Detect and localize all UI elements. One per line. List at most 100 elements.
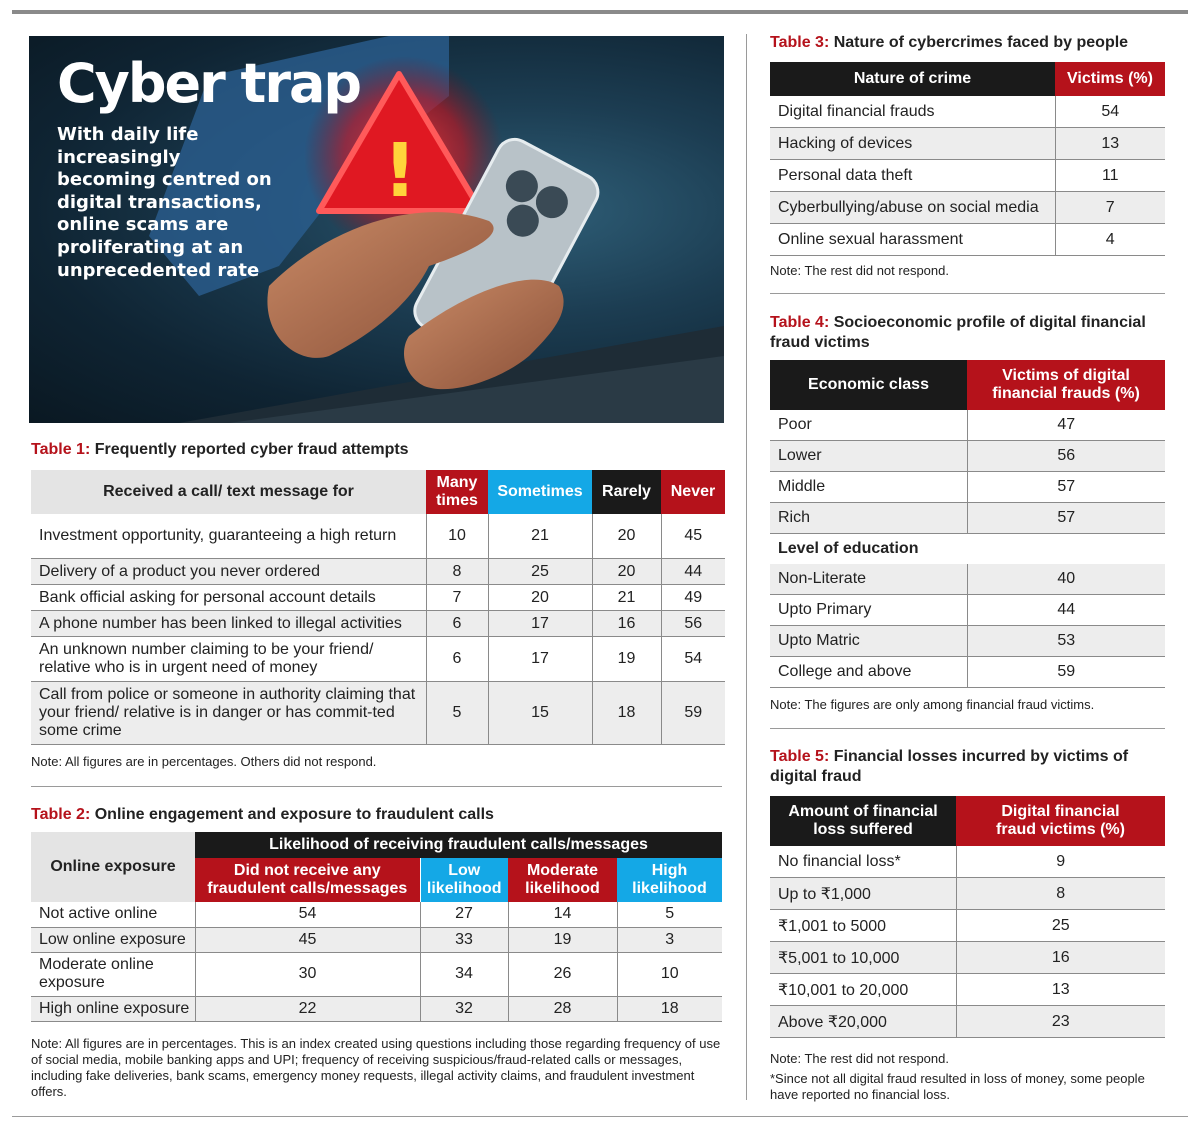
- table1-note: Note: All figures are in percentages. Ot…: [31, 754, 377, 769]
- table-cell: 18: [592, 681, 662, 745]
- table-cell: Investment opportunity, guaranteeing a h…: [31, 514, 427, 559]
- table-cell: Moderate online exposure: [31, 952, 196, 997]
- table-cell: An unknown number claiming to be your fr…: [31, 636, 427, 682]
- table-cell: Above ₹20,000: [770, 1005, 957, 1038]
- table-cell: 57: [967, 471, 1165, 503]
- table3-title: Table 3: Nature of cybercrimes faced by …: [770, 33, 1128, 53]
- table-cell: 44: [661, 558, 725, 585]
- table-cell: 16: [592, 610, 662, 637]
- title-text: Table 4:: [770, 314, 830, 331]
- column-divider: [746, 34, 747, 1100]
- table-cell: 22: [195, 996, 421, 1022]
- table-cell: Low online exposure: [31, 927, 196, 953]
- table1-header: Many times: [426, 470, 488, 514]
- table-cell: 5: [617, 902, 722, 928]
- table-row: ₹10,001 to 20,000 13: [770, 973, 1165, 1006]
- divider: [770, 293, 1165, 294]
- table-row: Hacking of devices 13: [770, 127, 1165, 160]
- table-cell: 13: [1055, 127, 1165, 160]
- table-cell: Call from police or someone in authority…: [31, 681, 427, 745]
- title-text: Table 2:: [31, 806, 91, 823]
- table-cell: 11: [1055, 159, 1165, 192]
- table-cell: Lower: [770, 440, 968, 472]
- table-row: Call from police or someone in authority…: [31, 681, 725, 745]
- table-cell: 54: [195, 902, 421, 928]
- table-cell: 8: [426, 558, 489, 585]
- title-text: Table 1:: [31, 441, 91, 458]
- table-cell: 25: [488, 558, 593, 585]
- table-cell: 30: [195, 952, 421, 997]
- table2-header: Moderate likelihood: [508, 858, 617, 902]
- table-cell: 20: [488, 584, 593, 611]
- table-cell: 59: [967, 656, 1165, 688]
- hero-subtitle-line: With daily life: [57, 124, 199, 145]
- table4-title: Table 4: Socioeconomic profile of digita…: [770, 313, 1165, 353]
- table-cell: 20: [592, 514, 662, 559]
- table-row: Not active online 54 27 14 5: [31, 902, 722, 928]
- hero-title: Cyber trap: [57, 52, 362, 115]
- table-cell: 9: [956, 846, 1165, 878]
- table-cell: 49: [661, 584, 725, 611]
- table-cell: High online exposure: [31, 996, 196, 1022]
- table-cell: 23: [956, 1005, 1165, 1038]
- table-row: Bank official asking for personal accoun…: [31, 584, 725, 611]
- table5-header: Digital financial fraud victims (%): [956, 796, 1165, 846]
- table-row: No financial loss* 9: [770, 846, 1165, 878]
- table-cell: 14: [508, 902, 618, 928]
- table-cell: 6: [426, 636, 489, 682]
- table-row: Low online exposure 45 33 19 3: [31, 927, 722, 953]
- table-cell: 26: [508, 952, 618, 997]
- table-cell: 21: [488, 514, 593, 559]
- table-cell: Level of education: [778, 540, 919, 557]
- table-cell: 45: [661, 514, 725, 559]
- table2-note: Note: All figures are in percentages. Th…: [31, 1036, 721, 1099]
- hero-subtitle-line: digital transactions,: [57, 191, 262, 213]
- divider: [31, 786, 722, 787]
- table4-header: Economic class: [770, 360, 967, 410]
- table3-note: Note: The rest did not respond.: [770, 263, 949, 278]
- table-cell: 7: [1055, 191, 1165, 224]
- table3-header: Nature of crime: [770, 62, 1055, 96]
- table-row: Digital financial frauds 54: [770, 96, 1165, 128]
- table2-title: Table 2: Online engagement and exposure …: [31, 805, 494, 825]
- table-section: Level of education: [770, 534, 1165, 565]
- table2-header: Low likelihood: [420, 858, 508, 902]
- table-cell: Upto Primary: [770, 594, 968, 626]
- table-cell: ₹1,001 to 5000: [770, 909, 957, 942]
- hero-subtitle-line: proliferating at an: [57, 236, 244, 258]
- table-cell: 53: [967, 625, 1165, 657]
- table-row: Personal data theft 11: [770, 159, 1165, 192]
- table-cell: 5: [426, 681, 489, 745]
- table-row: Lower 56: [770, 440, 1165, 472]
- table-cell: Up to ₹1,000: [770, 877, 957, 910]
- table-cell: 28: [508, 996, 618, 1022]
- table-cell: Non-Literate: [770, 564, 968, 595]
- table-cell: Middle: [770, 471, 968, 503]
- table2: Online exposure Likelihood of receiving …: [31, 832, 722, 1022]
- table5-title: Table 5: Financial losses incurred by vi…: [770, 747, 1165, 787]
- table-cell: A phone number has been linked to illega…: [31, 610, 427, 637]
- table-cell: Personal data theft: [770, 159, 1056, 192]
- table5-header: Amount of financial loss suffered: [770, 796, 956, 846]
- table-row: Rich 57: [770, 502, 1165, 534]
- table-cell: 34: [420, 952, 509, 997]
- table-cell: 3: [617, 927, 722, 953]
- bottom-rule: [12, 1116, 1188, 1117]
- table4-header: Victims of digital financial frauds (%): [967, 360, 1165, 410]
- table5: Amount of financial loss suffered Digita…: [770, 796, 1165, 1038]
- table-cell: 17: [488, 636, 593, 682]
- table-row: Middle 57: [770, 471, 1165, 503]
- table-cell: 20: [592, 558, 662, 585]
- table-row: ₹1,001 to 5000 25: [770, 909, 1165, 942]
- table-cell: 16: [956, 941, 1165, 974]
- table-cell: 44: [967, 594, 1165, 626]
- table-cell: 40: [967, 564, 1165, 595]
- table-row: Investment opportunity, guaranteeing a h…: [31, 514, 725, 559]
- table-cell: Bank official asking for personal accoun…: [31, 584, 427, 611]
- table-cell: 7: [426, 584, 489, 611]
- table1-header: Sometimes: [488, 470, 592, 514]
- table-cell: Digital financial frauds: [770, 96, 1056, 128]
- title-text: Table 3:: [770, 34, 830, 51]
- table3: Nature of crime Victims (%) Digital fina…: [770, 62, 1165, 256]
- table1-title: Table 1: Frequently reported cyber fraud…: [31, 440, 409, 460]
